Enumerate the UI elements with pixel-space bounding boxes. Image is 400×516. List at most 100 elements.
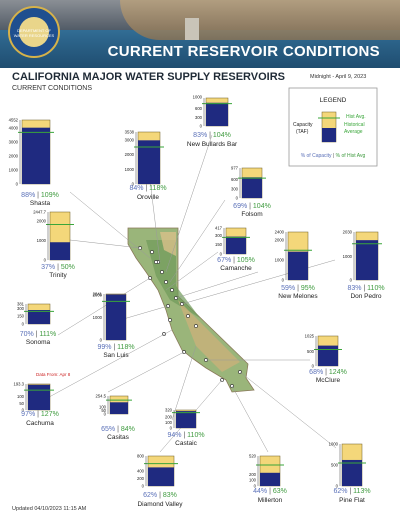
data-from-note: Data From: Apr 8 xyxy=(36,372,71,377)
reservoir-chart-don-pedro: 2030 1000 0 83% | 110%Don Pedro xyxy=(343,230,385,301)
leader-line xyxy=(165,251,219,291)
tick-label: 1000 xyxy=(93,315,103,320)
storage-bar xyxy=(28,384,50,410)
pct-capacity: 69% xyxy=(233,203,247,210)
leader-line xyxy=(119,305,169,321)
leader-line xyxy=(69,239,141,249)
storage-bar xyxy=(356,240,378,280)
pct-hist-avg: 109% xyxy=(41,192,59,199)
pct-hist-avg: 105% xyxy=(237,257,255,264)
tick-label: 417 xyxy=(215,226,223,231)
pct-capacity: 88% xyxy=(21,192,35,199)
tick-label: 1000 xyxy=(329,442,339,447)
tick-label: 0 xyxy=(200,124,203,129)
reservoir-location-dot xyxy=(186,314,190,318)
pct-capacity: 99% xyxy=(97,344,111,351)
tick-label: 3000 xyxy=(9,139,19,144)
reservoir-name: Camanche xyxy=(220,265,252,272)
reservoir-chart-shasta: 4552 4000 3000 2000 1000 088% | 109%Shasta xyxy=(9,118,59,208)
tick-label: 100 xyxy=(17,394,25,399)
tick-label: 0 xyxy=(170,426,173,431)
pct-label: 84% | 118% xyxy=(129,185,166,192)
pct-capacity: 83% xyxy=(193,132,207,139)
banner-title: CURRENT RESERVOIR CONDITIONS xyxy=(107,43,380,60)
pct-hist-avg: 127% xyxy=(41,411,59,418)
pct-separator: | xyxy=(323,369,329,376)
tick-label: 2000 xyxy=(37,218,47,223)
reservoir-location-dot xyxy=(160,270,164,274)
pct-capacity: 62% xyxy=(143,492,157,499)
reservoir-chart-camanche: 417 300 150 067% | 105%Camanche xyxy=(215,226,255,273)
pct-label: 62% | 113% xyxy=(333,488,370,495)
pct-capacity: 59% xyxy=(281,285,295,292)
reservoir-location-dot xyxy=(168,318,172,322)
tick-label: 0 xyxy=(220,252,223,257)
tick-label: 0 xyxy=(44,258,47,263)
legend-capacity-label: Capacity xyxy=(293,122,313,128)
leader-line xyxy=(69,191,151,259)
reservoir-name: McClure xyxy=(316,377,341,384)
tick-label: 0 xyxy=(236,196,239,201)
legend-storage-swatch xyxy=(322,128,336,142)
tick-label: 3538 xyxy=(125,130,135,135)
pct-label: 67% | 105% xyxy=(217,257,255,264)
pct-label: 37% | 50% xyxy=(41,264,75,271)
date-note: Midnight - April 9, 2023 xyxy=(310,74,367,80)
legend-capacity-unit: (TAF) xyxy=(296,129,309,135)
reservoir-location-dot xyxy=(154,260,158,264)
storage-bar xyxy=(28,310,50,324)
pct-capacity: 97% xyxy=(21,411,35,418)
tick-label: 0 xyxy=(282,278,285,283)
pct-separator: | xyxy=(231,257,237,264)
reservoir-name: New Bullards Bar xyxy=(187,141,238,148)
storage-bar xyxy=(110,402,128,414)
pct-separator: | xyxy=(157,492,163,499)
pct-hist-avg: 63% xyxy=(273,488,287,495)
pct-hist-avg: 113% xyxy=(353,488,370,495)
tick-label: 300 xyxy=(215,233,223,238)
storage-bar xyxy=(50,242,70,260)
tick-label: 400 xyxy=(137,469,145,474)
reservoir-name: Pine Flat xyxy=(339,497,365,504)
reservoir-name: Don Pedro xyxy=(350,293,381,300)
tick-label: 0 xyxy=(104,412,107,417)
leader-line xyxy=(169,199,226,283)
updated-timestamp: Updated 04/10/2023 11:15 AM xyxy=(12,506,87,512)
reservoir-location-dot xyxy=(164,280,168,284)
tick-label: 0 xyxy=(22,322,25,327)
storage-bar xyxy=(106,294,126,340)
pct-label: 62% | 83% xyxy=(143,492,177,499)
tick-label: 0 xyxy=(254,484,257,489)
tick-label: 2447.7 xyxy=(33,210,46,215)
legend: LEGEND Capacity(TAF) Hist Avg. HistoricalAv… xyxy=(288,87,378,167)
pct-hist-avg: 95% xyxy=(301,285,315,292)
reservoir-chart-new-melones: 2400 2000 1000 0 59% | 95%New Melones xyxy=(275,230,319,301)
tick-label: 200 xyxy=(137,476,145,481)
tick-label: 3000 xyxy=(125,137,135,142)
reservoir-chart-mcclure: 1025 500 068% | 124%McClure xyxy=(305,334,347,385)
pct-separator: | xyxy=(361,285,367,292)
reservoir-chart-diamond-valley: 800 400 200 0 62% | 83% Diamond Valley xyxy=(137,454,183,509)
pct-capacity: 62% xyxy=(333,488,347,495)
tick-label: 800 xyxy=(137,454,145,459)
tick-label: 300 xyxy=(17,306,25,311)
tick-label: 0 xyxy=(350,278,353,283)
tick-label: 2000 xyxy=(9,153,19,158)
tick-label: 1000 xyxy=(193,95,203,100)
pct-separator: | xyxy=(207,132,213,139)
seal-text: DEPARTMENT OF WATER RESOURCES xyxy=(13,28,55,38)
tick-label: 150 xyxy=(215,242,223,247)
pct-capacity: 94% xyxy=(167,432,181,439)
legend-title: LEGEND xyxy=(320,97,347,104)
reservoir-name: Millerton xyxy=(258,497,283,504)
pct-label: 99% | 118% xyxy=(97,344,134,351)
tick-label: 100 xyxy=(99,404,107,409)
reservoir-name: Oroville xyxy=(137,194,159,201)
reservoir-name: San Luis xyxy=(103,352,129,359)
reservoir-name: Folsom xyxy=(241,211,262,218)
pct-label: 65% | 84% xyxy=(101,426,135,433)
tick-label: 381 xyxy=(17,302,25,307)
legend-hist-avg: Hist Avg. xyxy=(346,114,366,120)
pct-hist-avg: 83% xyxy=(163,492,177,499)
